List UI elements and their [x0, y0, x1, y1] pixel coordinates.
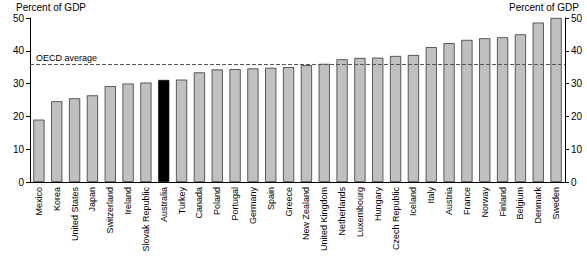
svg-text:United States: United States [70, 187, 80, 242]
svg-text:Norway: Norway [480, 187, 490, 218]
svg-text:Luxembourg: Luxembourg [355, 187, 365, 237]
svg-text:30: 30 [571, 78, 583, 89]
svg-text:10: 10 [571, 144, 583, 155]
svg-text:50: 50 [571, 13, 583, 24]
svg-text:Spain: Spain [266, 187, 276, 210]
svg-text:OECD average: OECD average [36, 53, 97, 63]
svg-text:Iceland: Iceland [408, 187, 418, 216]
svg-text:United Kingdom: United Kingdom [319, 187, 329, 251]
svg-text:Portugal: Portugal [230, 187, 240, 221]
svg-text:Sweden: Sweden [551, 187, 561, 220]
svg-text:40: 40 [571, 45, 583, 56]
svg-text:Germany: Germany [248, 187, 258, 225]
svg-text:Ireland: Ireland [123, 187, 133, 215]
svg-text:Denmark: Denmark [533, 187, 543, 224]
svg-text:0: 0 [18, 177, 24, 188]
svg-text:Percent of GDP: Percent of GDP [509, 2, 579, 13]
svg-text:0: 0 [571, 177, 577, 188]
svg-text:20: 20 [571, 111, 583, 122]
svg-text:Austria: Austria [444, 187, 454, 215]
svg-text:Poland: Poland [212, 187, 222, 215]
svg-text:France: France [462, 187, 472, 215]
svg-text:50: 50 [13, 13, 25, 24]
svg-text:Finland: Finland [498, 187, 508, 217]
svg-text:Switzerland: Switzerland [105, 187, 115, 234]
svg-text:40: 40 [13, 45, 25, 56]
svg-text:Japan: Japan [87, 187, 97, 212]
svg-text:20: 20 [13, 111, 25, 122]
svg-text:30: 30 [13, 78, 25, 89]
svg-text:Slovak Republic: Slovak Republic [141, 187, 151, 252]
svg-text:Turkey: Turkey [177, 187, 187, 215]
svg-text:Hungary: Hungary [373, 187, 383, 222]
svg-text:Greece: Greece [284, 187, 294, 217]
svg-text:Czech Republic: Czech Republic [391, 187, 401, 251]
svg-text:Australia: Australia [159, 187, 169, 222]
svg-text:Belgium: Belgium [515, 187, 525, 220]
svg-text:Canada: Canada [194, 187, 204, 219]
svg-text:Italy: Italy [426, 187, 436, 204]
svg-text:Mexico: Mexico [34, 187, 44, 216]
svg-text:New Zealand: New Zealand [301, 187, 311, 240]
svg-text:Korea: Korea [52, 187, 62, 211]
svg-text:Percent of GDP: Percent of GDP [16, 2, 86, 13]
svg-text:Netherlands: Netherlands [337, 187, 347, 236]
svg-text:10: 10 [13, 144, 25, 155]
